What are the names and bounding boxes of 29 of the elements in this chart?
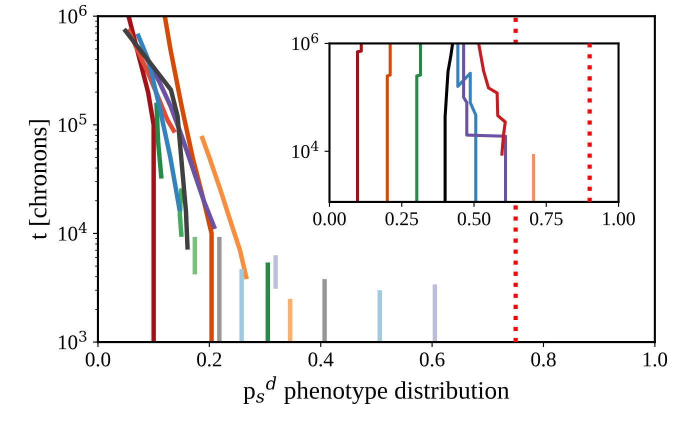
line-series bbox=[356, 43, 363, 202]
x-axis-title: p$_{s}$$^{d}$ phenotype distribution bbox=[244, 376, 510, 404]
y-tick-label: 10$^{6}$ bbox=[59, 4, 87, 24]
y-axis-title: t [chronons] bbox=[28, 120, 50, 240]
line-series bbox=[126, 16, 156, 342]
x-tick-label: 0.25 bbox=[385, 212, 418, 226]
x-tick-label: 0.2 bbox=[197, 352, 222, 367]
x-tick-label: 0.00 bbox=[313, 212, 346, 226]
x-tick-label: 1.00 bbox=[603, 212, 635, 226]
line-series bbox=[386, 43, 392, 202]
x-tick-label: 0.75 bbox=[530, 212, 563, 226]
line-series bbox=[122, 26, 190, 252]
y-tick-label: 10$^{4}$ bbox=[292, 140, 318, 158]
x-tick-label: 0.8 bbox=[531, 352, 556, 367]
x-tick-label: 0.50 bbox=[458, 212, 490, 226]
line-series bbox=[135, 31, 182, 214]
y-tick-label: 10$^{3}$ bbox=[59, 330, 86, 350]
y-tick-label: 10$^{5}$ bbox=[59, 114, 86, 132]
x-tick-label: 1.0 bbox=[644, 352, 668, 367]
line-series bbox=[199, 134, 249, 282]
x-tick-label: 0.4 bbox=[308, 352, 334, 367]
line-series bbox=[477, 43, 507, 158]
y-tick-label: 10$^{6}$ bbox=[292, 32, 318, 50]
x-tick-label: 0.6 bbox=[420, 352, 444, 367]
y-tick-label: 10$^{4}$ bbox=[59, 222, 87, 241]
line-series bbox=[415, 43, 422, 202]
x-tick-label: 0.0 bbox=[86, 352, 110, 367]
line-series bbox=[462, 43, 508, 202]
line-series bbox=[456, 43, 478, 202]
